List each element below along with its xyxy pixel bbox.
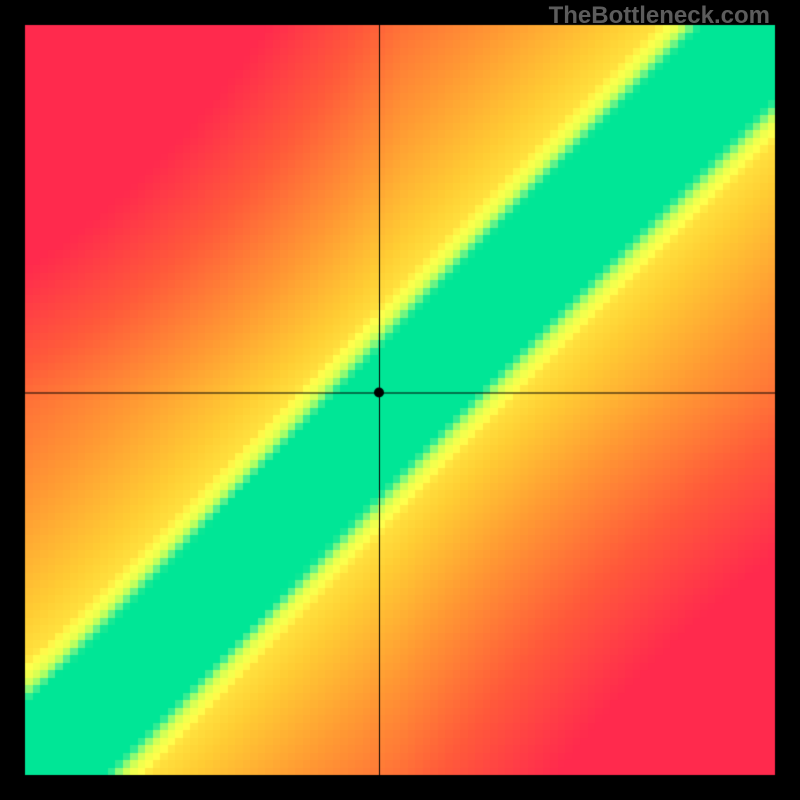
bottleneck-heatmap [0, 0, 800, 800]
watermark-text: TheBottleneck.com [549, 2, 770, 30]
chart-container: { "watermark": { "text": "TheBottleneck.… [0, 0, 800, 800]
